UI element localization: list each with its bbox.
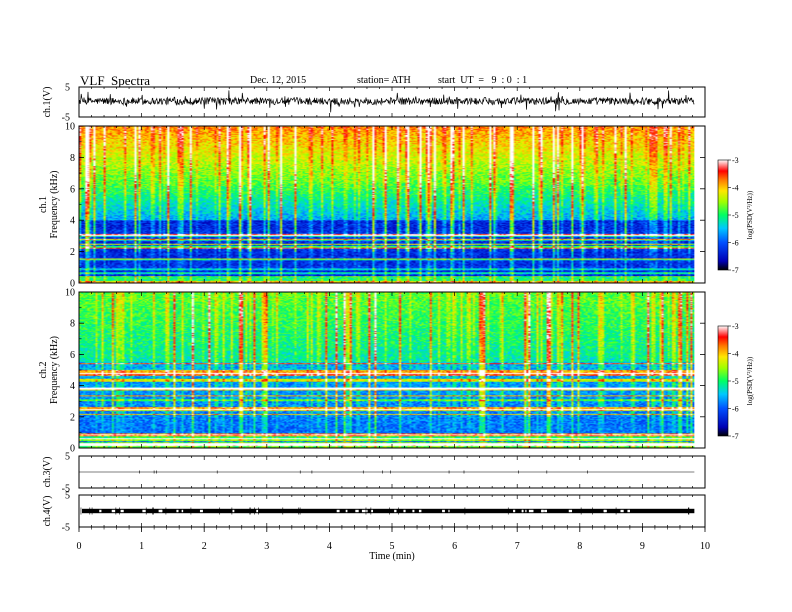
ch4-waveform-gap: [541, 509, 544, 513]
ch4-waveform-gap: [627, 509, 630, 513]
colorbar-tick-label-ch1-spectrogram: -7: [732, 266, 739, 275]
y-tick-label-ch1-spectrogram: 10: [65, 122, 75, 133]
ch4-waveform-gap: [521, 509, 524, 513]
colorbar-tick-label-ch2-spectrogram: -7: [732, 432, 739, 441]
ylabel-ch4-waveform: ch.4(V): [42, 496, 53, 527]
ch4-waveform-gap: [513, 509, 516, 513]
colorbar-tick-label-ch1-spectrogram: -4: [732, 184, 739, 193]
ch4-waveform-gap: [111, 509, 116, 513]
ch4-waveform-gap: [620, 509, 624, 513]
colorbar-tick-label-ch1-spectrogram: -5: [732, 211, 739, 220]
ch4-waveform-gap: [403, 509, 406, 513]
y-tick-label-ch2-spectrogram: 2: [70, 412, 75, 423]
ch4-waveform-gap: [161, 509, 163, 513]
ch1-waveform-line: [78, 90, 695, 113]
y-tick-label-ch1-waveform: 5: [65, 83, 70, 94]
colorbar-tick-label-ch1-spectrogram: -3: [732, 156, 739, 165]
y-tick-label-ch3-waveform: 5: [65, 452, 70, 463]
x-tick-label: 4: [327, 541, 332, 552]
x-tick-label: 3: [264, 541, 269, 552]
ch4-waveform-gap: [603, 509, 606, 513]
y-tick-label-ch2-spectrogram: 8: [70, 319, 75, 330]
ch4-waveform-gap: [336, 509, 340, 513]
ch4-waveform-gap: [442, 509, 445, 513]
ylabel-channel-ch2-spectrogram: ch.2: [38, 362, 49, 379]
ch4-waveform-gap: [394, 509, 397, 513]
ch4-waveform-gap: [370, 509, 374, 513]
colorbar-tick-label-ch2-spectrogram: -6: [732, 405, 739, 414]
ch4-waveform-gap: [120, 509, 124, 513]
ch4-waveform-band: [82, 508, 695, 514]
x-axis-label: Time (min): [369, 551, 414, 562]
x-tick-label: 5: [390, 541, 395, 552]
x-tick-label: 1: [139, 541, 144, 552]
ch4-waveform-gap: [412, 509, 415, 513]
start-time-label: start UT = 9 : 0 : 1: [438, 75, 528, 86]
ch4-waveform-gap: [176, 509, 179, 513]
ch4-waveform-gap: [99, 509, 102, 513]
ylabel-frequency-ch2-spectrogram: Frequency (kHz): [49, 336, 60, 404]
ylabel-ch3-waveform: ch.3(V): [42, 457, 53, 488]
y-tick-label-ch3-waveform: -5: [62, 484, 70, 495]
x-tick-label: 7: [515, 541, 520, 552]
x-tick-label: 6: [452, 541, 457, 552]
y-tick-label-ch1-spectrogram: 4: [70, 216, 75, 227]
y-tick-label-ch1-spectrogram: 8: [70, 153, 75, 164]
figure-title: VLF Spectra: [80, 73, 151, 88]
colorbar-label-ch2-spectrogram: log(PSD(V²/Hz)): [746, 356, 754, 405]
x-tick-label: 9: [640, 541, 645, 552]
y-tick-label-ch2-spectrogram: 10: [65, 288, 75, 299]
ylabel-channel-ch1-spectrogram: ch.1: [38, 196, 49, 213]
ch4-waveform-gap: [525, 509, 527, 513]
ylabel-frequency-ch1-spectrogram: Frequency (kHz): [49, 170, 60, 238]
spectrogram-image-ch2: [79, 292, 695, 448]
y-tick-label-ch2-spectrogram: 4: [70, 381, 75, 392]
ylabel-ch1-waveform: ch.1(V): [42, 87, 53, 118]
ch4-waveform-gap: [355, 509, 359, 513]
ch4-waveform-gap: [531, 509, 534, 513]
colorbar-tick-label-ch1-spectrogram: -6: [732, 239, 739, 248]
y-tick-label-ch4-waveform: 5: [65, 491, 70, 502]
x-tick-label: 2: [202, 541, 207, 552]
colorbar-tick-label-ch2-spectrogram: -5: [732, 377, 739, 386]
y-tick-label-ch1-waveform: -5: [62, 113, 70, 124]
ch4-waveform-gap: [142, 509, 146, 513]
station-label: station= ATH: [357, 75, 411, 86]
spectrogram-image-ch1: [79, 126, 695, 283]
ch4-waveform-gap: [256, 509, 259, 513]
y-tick-label-ch1-spectrogram: 6: [70, 184, 75, 195]
ch4-waveform-gap: [158, 509, 162, 513]
y-tick-label-ch1-spectrogram: 2: [70, 247, 75, 258]
x-tick-label: 0: [77, 541, 82, 552]
ch4-waveform-gap: [181, 509, 184, 513]
y-tick-label-ch2-spectrogram: 6: [70, 350, 75, 361]
ch4-waveform-gap: [568, 509, 573, 513]
y-tick-label-ch4-waveform: -5: [62, 523, 70, 534]
y-tick-label-ch2-spectrogram: 0: [70, 444, 75, 455]
colorbar-label-ch1-spectrogram: log(PSD(V²/Hz)): [746, 190, 754, 239]
colorbar-ch2-spectrogram: [717, 325, 729, 437]
ch4-waveform-gap: [345, 509, 348, 513]
date-label: Dec. 12, 2015: [250, 75, 307, 86]
x-tick-label: 10: [700, 541, 710, 552]
ch4-waveform-gap: [361, 509, 365, 513]
colorbar-ch1-spectrogram: [717, 159, 729, 271]
ch4-waveform-gap: [544, 509, 547, 513]
ch4-waveform-gap: [418, 509, 422, 513]
colorbar-tick-label-ch2-spectrogram: -3: [732, 322, 739, 331]
ch4-waveform-gap: [448, 509, 450, 513]
y-tick-label-ch1-spectrogram: 0: [70, 279, 75, 290]
x-tick-label: 8: [577, 541, 582, 552]
ch4-waveform-gap: [199, 509, 203, 513]
ch4-waveform-gap: [528, 509, 533, 513]
colorbar-tick-label-ch2-spectrogram: -4: [732, 350, 739, 359]
ch4-waveform-gap: [232, 509, 235, 513]
